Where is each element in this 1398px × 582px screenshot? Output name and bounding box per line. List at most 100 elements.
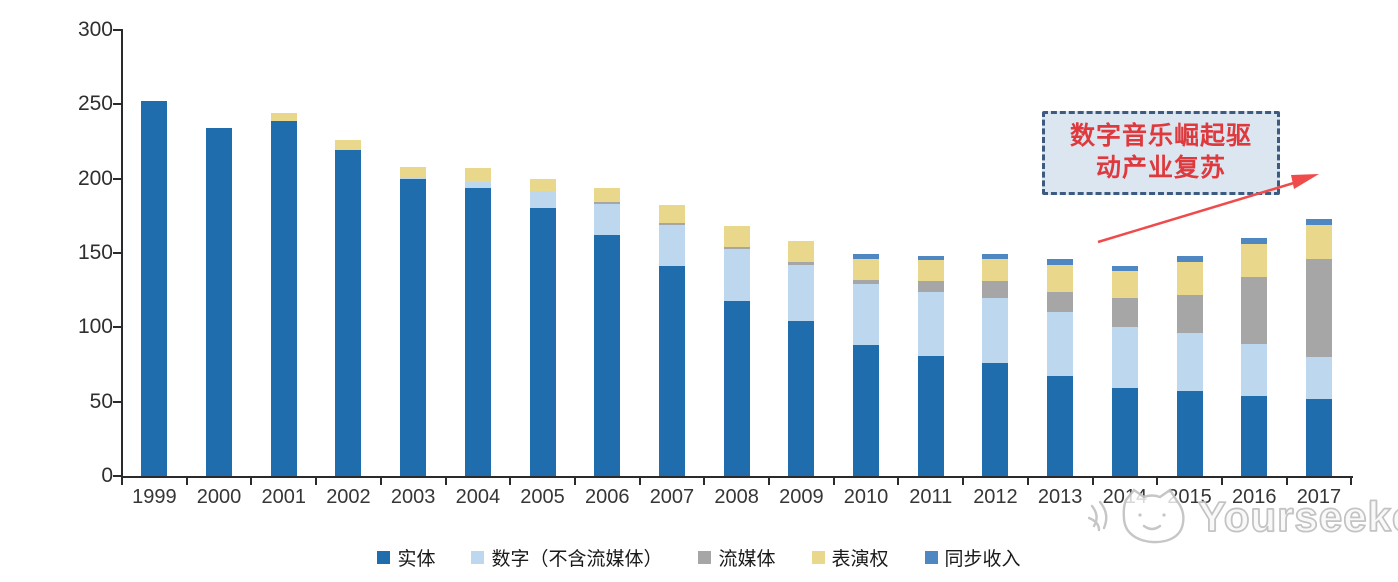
- legend-item-streaming: 流媒体: [698, 544, 776, 571]
- bar-segment: [594, 235, 621, 476]
- bar-2007: [658, 205, 685, 476]
- legend-item-performance: 表演权: [811, 544, 889, 571]
- bar-2009: [788, 241, 815, 476]
- bar-2003: [400, 166, 427, 476]
- bar-2015: [1176, 255, 1203, 476]
- x-tick-mark: [832, 478, 835, 485]
- x-axis-label: 2016: [1231, 486, 1277, 508]
- y-tick-mark: [113, 252, 121, 254]
- bar-segment: [982, 362, 1009, 476]
- bar-segment: [917, 291, 944, 356]
- x-axis-label: 2009: [779, 486, 824, 508]
- physical-swatch-icon: [377, 551, 391, 564]
- bar-segment: [723, 226, 750, 248]
- bar-segment: [1176, 261, 1203, 295]
- bar-2011: [917, 255, 944, 476]
- bar-2006: [594, 187, 621, 476]
- y-tick-mark: [113, 29, 121, 31]
- bar-segment: [270, 113, 297, 121]
- x-axis-label: 2012: [973, 486, 1018, 508]
- bar-segment: [788, 264, 815, 322]
- bar-segment: [982, 297, 1009, 363]
- streaming-swatch-icon: [698, 551, 712, 564]
- x-axis-label: 2001: [261, 486, 306, 508]
- bar-segment: [400, 178, 427, 476]
- bar-segment: [1241, 343, 1268, 396]
- bar-segment: [1111, 297, 1138, 328]
- bar-segment: [1047, 376, 1074, 476]
- x-tick-mark: [573, 478, 576, 485]
- x-axis-label: 2017: [1296, 486, 1342, 508]
- x-axis-label: 2008: [714, 486, 759, 508]
- bar-segment: [335, 150, 362, 476]
- x-axis-line: [121, 476, 1353, 478]
- bar-2014: [1111, 266, 1138, 476]
- bar-segment: [529, 190, 556, 209]
- bar-segment: [853, 284, 880, 346]
- y-tick-label: 300: [77, 18, 113, 41]
- bar-segment: [658, 266, 685, 476]
- y-tick-label: 100: [77, 315, 113, 339]
- bar-segment: [788, 321, 815, 476]
- bar-segment: [529, 178, 556, 191]
- bar-segment: [658, 223, 685, 225]
- watermark: Yourseeker: [1088, 488, 1398, 546]
- x-axis-label: 2010: [843, 486, 889, 508]
- bar-segment: [1176, 294, 1203, 334]
- bar-segment: [723, 247, 750, 249]
- x-axis-label: 2011: [909, 486, 953, 508]
- bar-segment: [529, 208, 556, 476]
- performance-swatch-icon: [811, 551, 825, 564]
- bar-segment: [1305, 398, 1332, 476]
- y-tick-label: 250: [77, 92, 113, 116]
- x-tick-mark: [962, 478, 965, 485]
- bar-segment: [400, 177, 427, 179]
- y-tick-label: 0: [101, 464, 113, 487]
- bar-segment: [1305, 258, 1332, 358]
- bar-2005: [529, 178, 556, 476]
- bar-segment: [594, 202, 621, 204]
- legend-item-digital: 数字（不含流媒体）: [471, 544, 662, 571]
- x-tick-mark: [1091, 478, 1094, 485]
- x-tick-mark: [509, 478, 512, 485]
- legend-label: 实体: [397, 549, 436, 570]
- legend-label: 表演权: [831, 549, 889, 570]
- bar-segment: [1047, 258, 1074, 265]
- x-axis-label: 2004: [455, 486, 501, 508]
- bar-segment: [206, 128, 233, 476]
- bar-segment: [1111, 327, 1138, 389]
- x-tick-mark: [121, 478, 123, 485]
- x-axis-label: 2003: [390, 486, 436, 508]
- bar-segment: [1111, 388, 1138, 476]
- bar-segment: [1241, 276, 1268, 344]
- bar-2016: [1241, 238, 1268, 476]
- bar-segment: [917, 355, 944, 476]
- bar-1999: [141, 101, 168, 476]
- annotation-text-line2: 动产业复苏: [1095, 155, 1226, 182]
- bar-segment: [1047, 291, 1074, 313]
- x-tick-mark: [703, 478, 706, 485]
- bar-segment: [1111, 270, 1138, 298]
- bar-segment: [982, 254, 1009, 259]
- annotation-text-line1: 数字音乐崛起驱: [1069, 122, 1252, 150]
- bar-segment: [594, 187, 621, 203]
- bar-2001: [270, 113, 297, 476]
- bar-segment: [1305, 218, 1332, 225]
- bar-segment: [917, 260, 944, 282]
- cat-logo-icon: [1088, 488, 1185, 544]
- bar-segment: [594, 203, 621, 236]
- legend-label: 同步收入: [944, 549, 1021, 570]
- x-tick-mark: [768, 478, 770, 485]
- bar-segment: [853, 258, 880, 280]
- y-tick-label: 150: [77, 241, 113, 264]
- bar-segment: [1176, 255, 1203, 262]
- watermark-text: Yourseeker: [1197, 492, 1398, 541]
- bar-segment: [270, 120, 297, 476]
- x-tick-mark: [444, 478, 447, 485]
- bar-segment: [982, 281, 1009, 298]
- bar-segment: [723, 300, 750, 476]
- x-tick-mark: [1026, 478, 1029, 485]
- bar-segment: [335, 140, 362, 151]
- bar-2013: [1047, 258, 1074, 476]
